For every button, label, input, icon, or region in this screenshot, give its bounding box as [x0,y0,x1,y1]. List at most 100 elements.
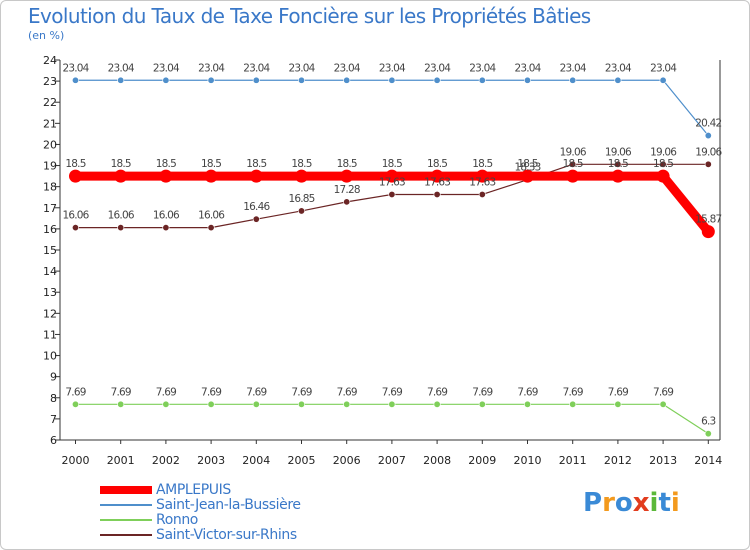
data-label-amplepuis: 18.5 [517,158,537,170]
data-labels: 23.04 23.04 23.04 23.04 23.04 23.04 23.04 23.04… [62,62,723,428]
data-point-amplepuis [430,169,444,183]
y-tick-label: 22 [43,96,57,109]
data-point-ronno [569,400,577,408]
data-point-saint-victor-sur-rhins [614,160,622,168]
series-lines [71,79,713,435]
x-tick-label: 2014 [694,454,722,467]
data-point-amplepuis [159,169,173,183]
data-label-saint-jean-la-bussiere: 23.04 [108,62,135,74]
data-label-amplepuis: 18.5 [382,158,402,170]
data-label-saint-jean-la-bussiere: 23.04 [62,62,89,74]
data-point-saint-jean-la-bussiere [72,76,80,84]
data-point-saint-victor-sur-rhins [207,224,215,232]
data-label-ronno: 6.3 [701,416,715,428]
logo-letter: P [583,488,603,518]
data-point-amplepuis [385,169,399,183]
y-tick-label: 18 [43,181,57,194]
data-label-saint-victor-sur-rhins: 16.46 [243,201,270,213]
data-label-amplepuis: 18.5 [608,158,628,170]
y-tick-label: 21 [43,117,57,130]
data-point-amplepuis [521,169,534,183]
data-point-ronno [207,400,215,408]
data-label-ronno: 7.69 [563,386,583,398]
y-tick-label: 13 [43,286,57,299]
data-label-ronno: 7.69 [111,386,131,398]
data-label-ronno: 7.69 [382,386,402,398]
data-label-amplepuis: 18.5 [156,158,176,170]
y-tick-label: 6 [50,434,57,447]
data-label-saint-jean-la-bussiere: 23.04 [243,62,270,74]
legend-swatch [100,519,152,521]
data-point-ronno [659,400,667,408]
x-tick-label: 2009 [468,454,496,467]
logo-letter: i [670,488,680,518]
data-label-saint-victor-sur-rhins: 17.63 [424,176,450,188]
y-tick-label: 11 [43,328,57,341]
data-label-ronno: 7.69 [517,386,537,398]
data-label-saint-jean-la-bussiere: 23.04 [334,62,361,74]
y-tick-label: 14 [43,265,57,278]
data-label-saint-victor-sur-rhins: 17.63 [469,176,495,188]
data-label-amplepuis: 18.5 [65,158,85,170]
data-point-saint-victor-sur-rhins [388,190,396,198]
data-point-ronno [72,400,80,408]
data-point-saint-jean-la-bussiere [523,76,531,84]
data-label-saint-victor-sur-rhins: 19.06 [605,146,632,158]
y-tick-label: 8 [50,392,57,405]
data-label-ronno: 7.69 [472,386,492,398]
data-label-saint-jean-la-bussiere: 23.04 [514,62,541,74]
series-line-saint-jean-la-bussiere [74,79,709,137]
data-label-amplepuis: 18.5 [337,158,357,170]
data-label-saint-jean-la-bussiere: 23.04 [379,62,406,74]
data-point-saint-jean-la-bussiere [207,76,215,84]
x-tick-label: 2003 [197,454,225,467]
data-label-saint-victor-sur-rhins: 19.06 [560,146,587,158]
data-point-saint-victor-sur-rhins [72,224,80,232]
data-label-amplepuis: 18.5 [291,158,311,170]
series-points [69,76,715,438]
data-point-saint-jean-la-bussiere [478,76,486,84]
data-label-ronno: 7.69 [653,386,673,398]
data-point-ronno [478,400,486,408]
data-label-saint-victor-sur-rhins: 16.06 [62,210,89,222]
x-tick-label: 2011 [559,454,587,467]
data-label-amplepuis: 18.5 [111,158,131,170]
data-point-ronno [343,400,351,408]
data-label-amplepuis: 18.5 [563,158,583,170]
data-label-amplepuis: 18.5 [472,158,492,170]
data-point-saint-victor-sur-rhins [704,160,712,168]
data-label-ronno: 7.69 [156,386,176,398]
proxiti-logo: Proxiti [583,488,680,518]
data-label-amplepuis: 18.5 [653,158,673,170]
data-label-amplepuis: 18.5 [427,158,447,170]
data-label-saint-jean-la-bussiere: 23.04 [650,62,677,74]
chart-axes: 6 7 8 9 10 11 12 13 14 15 16 17 18 19 20 21 22 23 24 2000 20… [43,54,722,467]
data-point-amplepuis [114,169,128,183]
data-label-ronno: 7.69 [337,386,357,398]
data-point-amplepuis [656,169,670,183]
data-point-ronno [388,400,396,408]
data-point-ronno [523,400,531,408]
chart-title: Evolution du Taux de Taxe Foncière sur l… [28,4,591,28]
data-point-saint-victor-sur-rhins [297,207,305,215]
data-label-saint-jean-la-bussiere: 23.04 [424,62,451,74]
data-label-saint-jean-la-bussiere: 20.42 [695,118,721,130]
data-point-saint-victor-sur-rhins [252,215,260,223]
legend-label: Saint-Jean-la-Bussière [156,497,301,513]
logo-letter: r [602,488,615,518]
x-tick-label: 2000 [62,454,90,467]
data-label-ronno: 7.69 [201,386,221,398]
data-point-saint-jean-la-bussiere [614,76,622,84]
data-label-saint-victor-sur-rhins: 16.85 [288,193,314,205]
data-label-saint-jean-la-bussiere: 23.04 [153,62,180,74]
y-tick-label: 23 [43,75,57,88]
data-point-saint-jean-la-bussiere [704,132,712,140]
data-label-ronno: 7.69 [608,386,628,398]
data-point-saint-jean-la-bussiere [433,76,441,84]
data-point-amplepuis [295,169,308,183]
data-label-ronno: 7.69 [65,386,85,398]
data-label-ronno: 7.69 [291,386,311,398]
y-tick-label: 9 [50,371,57,384]
data-label-amplepuis: 18.5 [201,158,221,170]
